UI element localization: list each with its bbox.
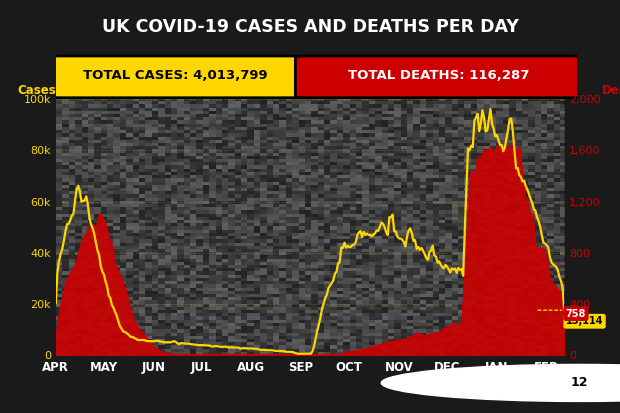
Text: Deaths: Deaths (602, 83, 620, 97)
FancyBboxPatch shape (51, 56, 301, 98)
Text: TOTAL CASES: 4,013,799: TOTAL CASES: 4,013,799 (83, 69, 268, 82)
Text: TOTAL DEATHS: 116,287: TOTAL DEATHS: 116,287 (348, 69, 529, 82)
FancyBboxPatch shape (295, 56, 582, 98)
Text: 15,114: 15,114 (566, 316, 603, 326)
Text: 12: 12 (571, 376, 588, 389)
Text: 758: 758 (566, 309, 586, 318)
Text: UK COVID-19 CASES AND DEATHS PER DAY: UK COVID-19 CASES AND DEATHS PER DAY (102, 18, 518, 36)
Text: Cases: Cases (17, 83, 56, 97)
Circle shape (381, 364, 620, 401)
